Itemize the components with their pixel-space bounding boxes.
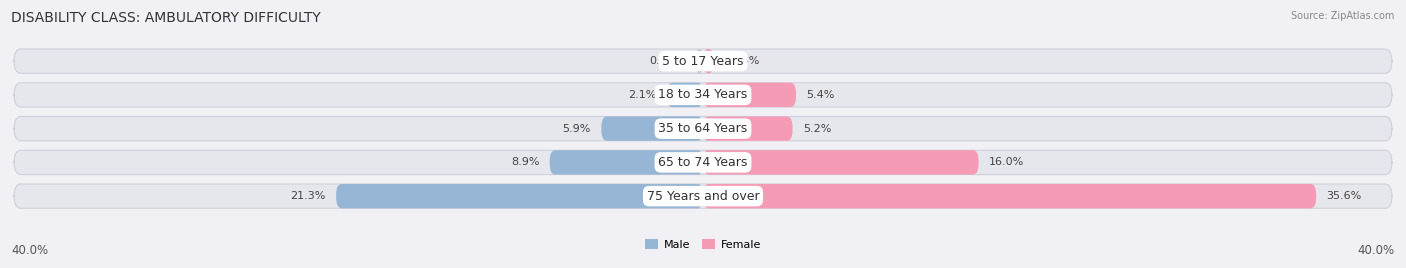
FancyBboxPatch shape — [703, 83, 796, 107]
Text: 40.0%: 40.0% — [1358, 244, 1395, 257]
FancyBboxPatch shape — [703, 150, 979, 174]
FancyBboxPatch shape — [14, 83, 1392, 107]
FancyBboxPatch shape — [703, 117, 793, 141]
Text: 16.0%: 16.0% — [988, 157, 1024, 168]
Text: 65 to 74 Years: 65 to 74 Years — [658, 156, 748, 169]
Text: 2.1%: 2.1% — [628, 90, 657, 100]
FancyBboxPatch shape — [14, 49, 1392, 73]
Text: 35 to 64 Years: 35 to 64 Years — [658, 122, 748, 135]
Text: 75 Years and over: 75 Years and over — [647, 190, 759, 203]
Text: 5.9%: 5.9% — [562, 124, 591, 134]
Text: DISABILITY CLASS: AMBULATORY DIFFICULTY: DISABILITY CLASS: AMBULATORY DIFFICULTY — [11, 11, 321, 25]
FancyBboxPatch shape — [602, 117, 703, 141]
FancyBboxPatch shape — [14, 150, 1392, 174]
Text: 5 to 17 Years: 5 to 17 Years — [662, 55, 744, 68]
Text: Source: ZipAtlas.com: Source: ZipAtlas.com — [1291, 11, 1395, 21]
FancyBboxPatch shape — [14, 184, 1392, 208]
FancyBboxPatch shape — [550, 150, 703, 174]
FancyBboxPatch shape — [14, 117, 1392, 141]
Legend: Male, Female: Male, Female — [641, 235, 765, 254]
FancyBboxPatch shape — [696, 49, 703, 73]
Text: 0.64%: 0.64% — [724, 56, 759, 66]
Text: 35.6%: 35.6% — [1326, 191, 1362, 201]
Text: 5.2%: 5.2% — [803, 124, 831, 134]
Text: 40.0%: 40.0% — [11, 244, 48, 257]
Text: 8.9%: 8.9% — [510, 157, 540, 168]
Text: 0.44%: 0.44% — [650, 56, 685, 66]
Text: 5.4%: 5.4% — [807, 90, 835, 100]
FancyBboxPatch shape — [703, 184, 1316, 208]
FancyBboxPatch shape — [666, 83, 703, 107]
FancyBboxPatch shape — [336, 184, 703, 208]
FancyBboxPatch shape — [703, 49, 714, 73]
Text: 18 to 34 Years: 18 to 34 Years — [658, 88, 748, 101]
Text: 21.3%: 21.3% — [291, 191, 326, 201]
